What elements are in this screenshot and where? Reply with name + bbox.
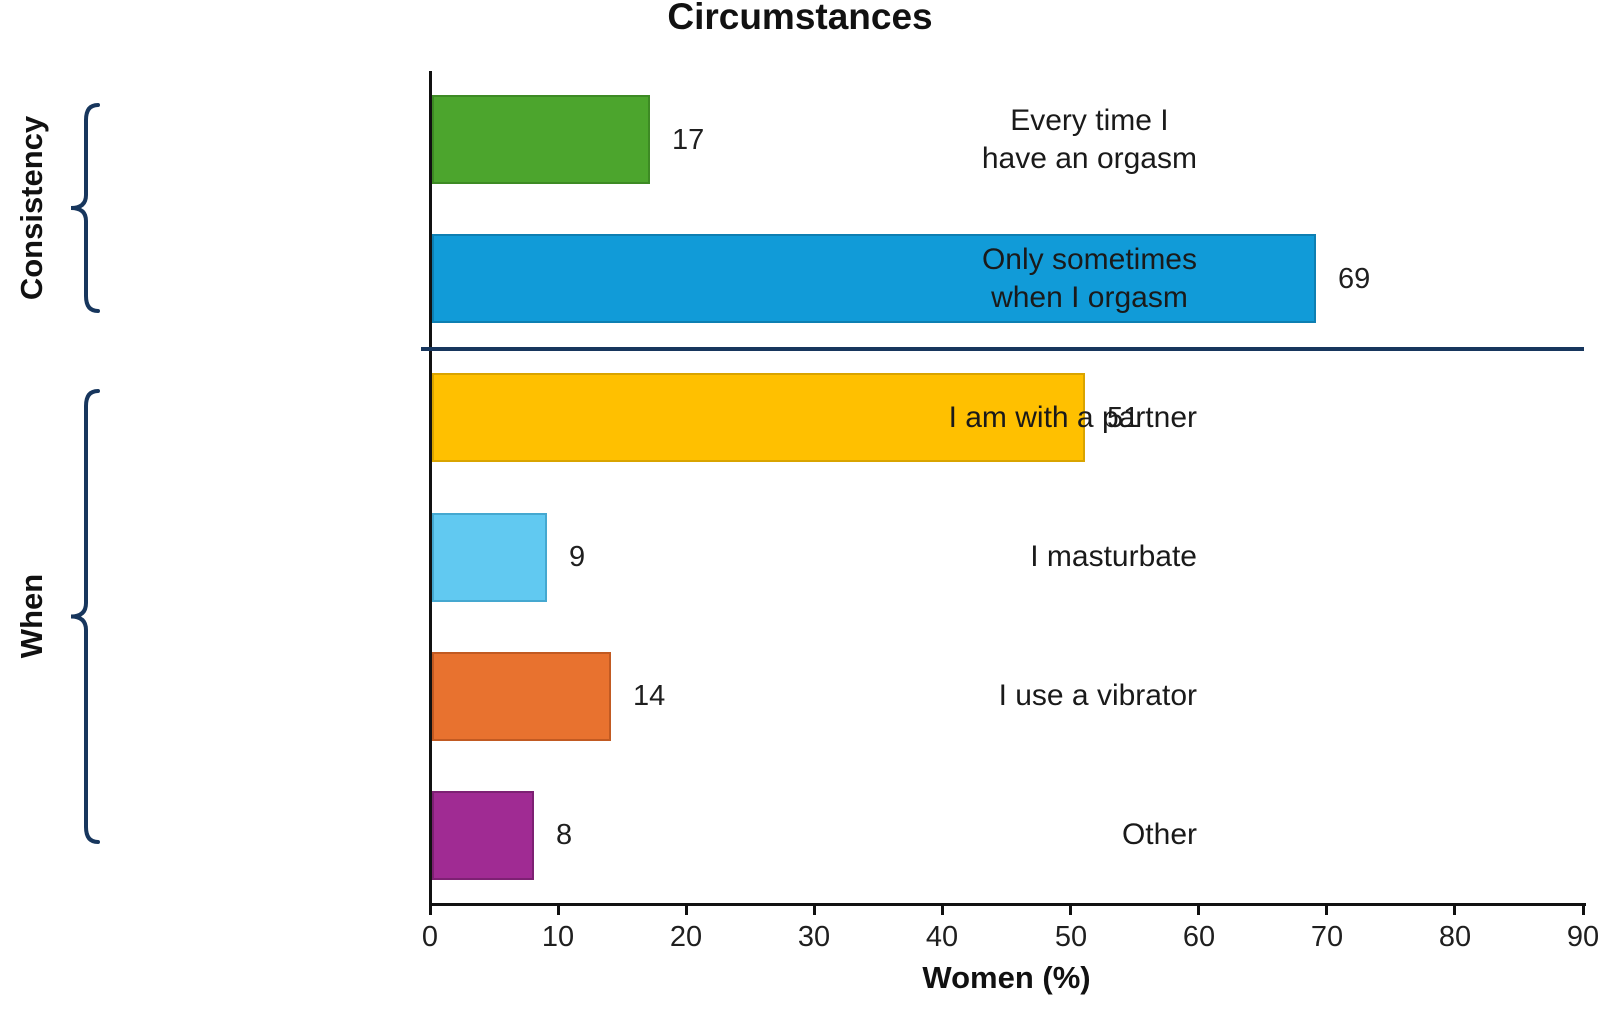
value-label-3: 9 xyxy=(569,541,586,573)
category-label-4: I use a vibrator xyxy=(998,679,1197,712)
x-tick-label-20: 20 xyxy=(669,921,703,953)
x-tick-0 xyxy=(429,905,432,915)
category-label-0: Every time I have an orgasm xyxy=(981,104,1197,175)
bar-4 xyxy=(432,652,611,741)
bar-2 xyxy=(432,373,1085,462)
x-tick-label-50: 50 xyxy=(1054,921,1088,953)
bar-0 xyxy=(432,95,650,184)
x-tick-50 xyxy=(1069,905,1072,915)
group-divider-line xyxy=(421,347,1584,351)
x-tick-60 xyxy=(1197,905,1200,915)
x-tick-label-80: 80 xyxy=(1438,921,1472,953)
bar-5 xyxy=(432,791,534,880)
y-axis-line xyxy=(429,71,432,906)
x-tick-label-70: 70 xyxy=(1310,921,1344,953)
group-label-consistency: Consistency xyxy=(14,115,49,301)
x-tick-30 xyxy=(813,905,816,915)
value-label-0: 17 xyxy=(672,124,705,156)
x-tick-20 xyxy=(685,905,688,915)
value-label-4: 14 xyxy=(633,680,666,712)
x-tick-10 xyxy=(557,905,560,915)
x-tick-90 xyxy=(1582,905,1585,915)
value-label-2: 51 xyxy=(1107,402,1140,434)
x-tick-label-30: 30 xyxy=(797,921,831,953)
x-tick-40 xyxy=(941,905,944,915)
x-tick-label-40: 40 xyxy=(925,921,959,953)
x-tick-80 xyxy=(1453,905,1456,915)
bar-3 xyxy=(432,513,547,602)
value-label-5: 8 xyxy=(556,819,573,851)
when-brace xyxy=(70,389,100,844)
category-label-1: Only sometimes when I orgasm xyxy=(981,243,1197,314)
consistency-brace xyxy=(70,103,100,313)
bar-1 xyxy=(432,234,1316,323)
x-tick-label-10: 10 xyxy=(541,921,575,953)
x-tick-label-90: 90 xyxy=(1566,921,1600,953)
category-label-5: Other xyxy=(1121,818,1197,851)
value-label-1: 69 xyxy=(1338,263,1371,295)
x-tick-70 xyxy=(1325,905,1328,915)
x-tick-label-60: 60 xyxy=(1182,921,1216,953)
category-label-2: I am with a partner xyxy=(948,401,1197,434)
category-label-3: I masturbate xyxy=(1030,540,1197,573)
chart-title: Circumstances xyxy=(667,0,933,37)
group-label-when: When xyxy=(14,573,49,659)
x-axis-line xyxy=(429,903,1586,906)
x-tick-label-0: 0 xyxy=(421,921,439,953)
x-axis-title: Women (%) xyxy=(922,960,1091,995)
